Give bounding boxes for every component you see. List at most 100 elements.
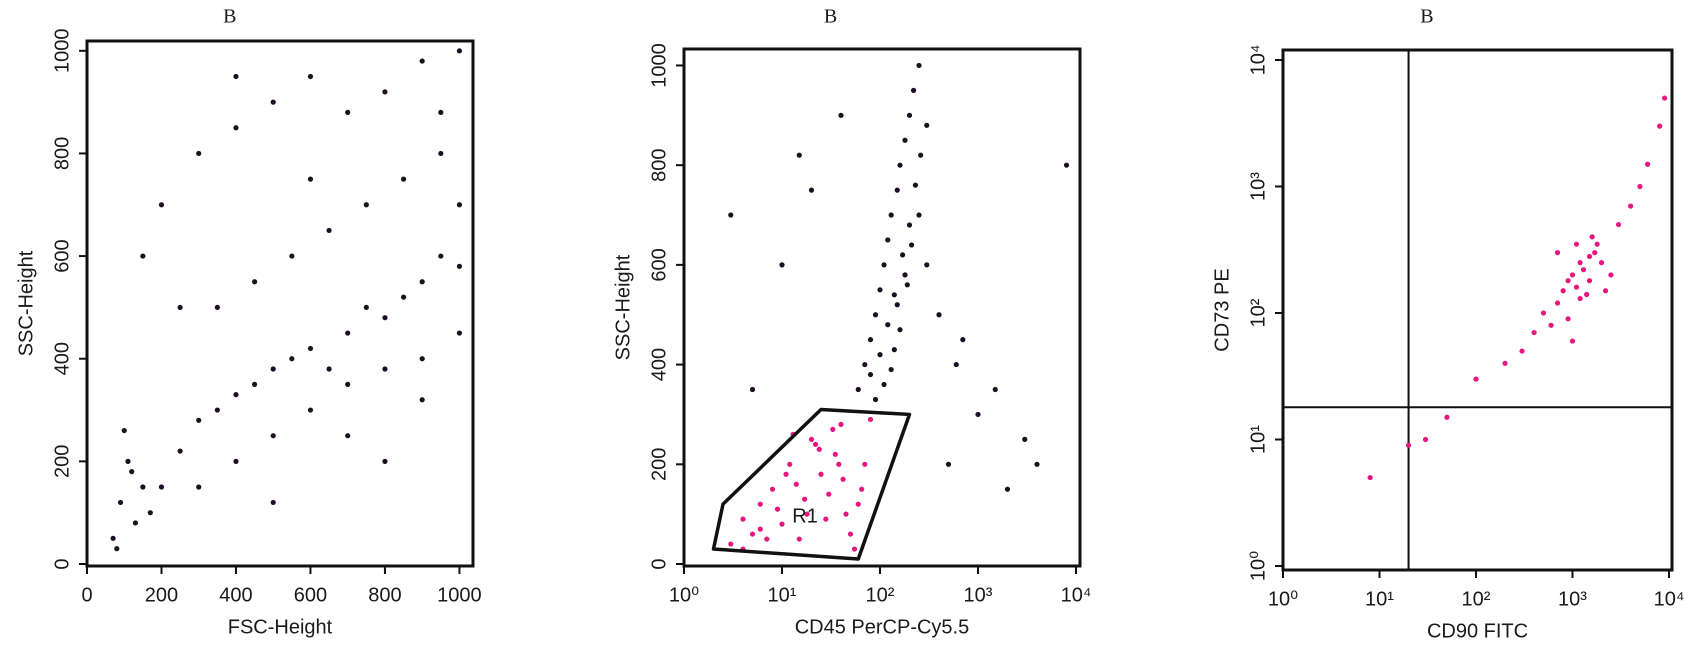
data-point: [1405, 442, 1412, 448]
data-point: [836, 461, 842, 467]
x-tick-label: 10⁰: [1268, 588, 1298, 610]
data-point: [840, 476, 846, 482]
data-point: [456, 48, 463, 54]
data-point: [891, 347, 897, 353]
data-point: [975, 411, 981, 418]
data-point: [363, 304, 369, 311]
data-point: [1367, 474, 1373, 481]
data-point: [345, 330, 351, 336]
data-point: [1586, 278, 1593, 284]
x-tick-label: 800: [368, 584, 401, 606]
data-point: [924, 122, 930, 128]
data-point: [779, 262, 785, 268]
data-point: [1594, 241, 1600, 247]
data-point: [419, 279, 425, 285]
data-point: [1554, 300, 1561, 306]
data-point: [764, 536, 770, 542]
data-point: [289, 253, 295, 259]
data-point: [147, 510, 153, 516]
data-point: [456, 330, 463, 336]
x-tick-label: 200: [145, 584, 178, 606]
y-tick-label: 400: [648, 348, 670, 381]
data-point: [916, 212, 922, 218]
data-point: [400, 176, 407, 182]
data-point: [796, 152, 802, 158]
data-point: [1022, 436, 1028, 442]
data-point: [867, 416, 874, 423]
data-point: [1637, 183, 1643, 190]
data-point: [307, 73, 314, 80]
x-tick-label: 10⁴: [1061, 584, 1092, 606]
data-point: [1004, 486, 1011, 492]
data-point: [902, 137, 908, 143]
data-point: [382, 89, 388, 95]
data-point: [862, 461, 868, 467]
data-point: [783, 471, 789, 477]
data-point: [456, 263, 463, 269]
data-point: [438, 150, 444, 157]
data-point: [1657, 123, 1663, 129]
data-point: [1548, 322, 1554, 328]
data-point: [132, 520, 139, 526]
data-point: [140, 484, 146, 490]
data-point: [904, 282, 910, 288]
data-point: [1565, 278, 1571, 284]
y-tick-label: 10⁰: [1247, 551, 1269, 581]
data-point: [1063, 162, 1070, 168]
data-point: [233, 125, 239, 131]
data-point: [270, 366, 276, 372]
data-point: [910, 87, 917, 93]
y-tick-label: 800: [648, 148, 670, 181]
data-point: [158, 202, 165, 208]
data-point: [906, 112, 913, 118]
data-point: [859, 486, 865, 492]
data-point: [400, 294, 407, 300]
data-point: [270, 99, 276, 105]
data-point: [1627, 203, 1634, 209]
y-tick-label: 600: [648, 248, 670, 281]
data-point: [862, 361, 868, 368]
data-point: [1608, 272, 1614, 278]
data-point: [1584, 291, 1590, 298]
data-point: [801, 496, 808, 502]
data-point: [196, 484, 202, 490]
data-point: [251, 279, 258, 285]
x-tick-label: 0: [81, 584, 92, 606]
data-point: [888, 366, 894, 373]
data-point: [855, 501, 861, 507]
plot-frame: [1281, 48, 1674, 572]
data-point: [924, 262, 930, 268]
y-tick-label: 10¹: [1247, 425, 1269, 454]
gate-label: R1: [792, 506, 818, 528]
data-point: [851, 546, 858, 552]
data-point: [793, 481, 799, 487]
y-tick-label: 10³: [1247, 172, 1269, 201]
data-point: [796, 536, 802, 542]
data-point: [830, 426, 836, 432]
data-point: [897, 162, 903, 168]
data-point: [1573, 241, 1580, 247]
data-point: [891, 292, 897, 298]
x-tick-label: 10⁰: [669, 584, 699, 606]
data-point: [877, 352, 883, 358]
data-point: [826, 491, 832, 497]
data-point: [1444, 414, 1450, 420]
y-tick-label: 600: [51, 239, 73, 272]
data-point: [1573, 284, 1580, 290]
data-point: [326, 366, 332, 372]
data-point: [1554, 250, 1561, 256]
data-point: [270, 499, 276, 506]
data-point: [1565, 316, 1571, 322]
plot-frame: [85, 39, 475, 568]
plot-frame: [682, 47, 1082, 568]
y-axis-label: SSC-Height: [612, 254, 634, 360]
data-point: [902, 272, 908, 278]
data-point: [233, 458, 239, 464]
x-tick-label: 10¹: [768, 584, 797, 606]
data-point: [1577, 260, 1583, 266]
data-point: [867, 371, 874, 378]
data-point: [838, 421, 844, 428]
data-point: [1531, 329, 1537, 336]
y-tick-label: 800: [51, 137, 73, 170]
